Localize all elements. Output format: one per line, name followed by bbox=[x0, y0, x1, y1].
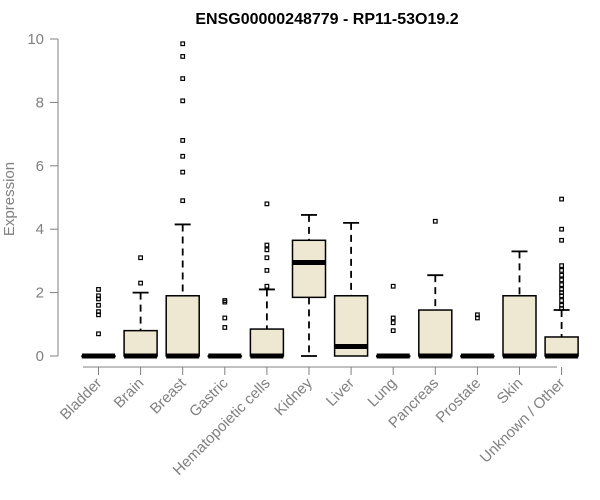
y-ticks: 0 2 4 6 8 10 bbox=[27, 31, 58, 365]
x-tick-label: Kidney bbox=[271, 374, 316, 419]
outlier-point bbox=[264, 255, 270, 261]
outlier-point bbox=[96, 293, 101, 299]
outlier-point bbox=[180, 198, 186, 204]
x-tick-label: Liver bbox=[323, 375, 358, 410]
outlier-point bbox=[390, 320, 396, 326]
outlier-point bbox=[222, 298, 228, 303]
outlier-point bbox=[180, 54, 186, 59]
box-iqr bbox=[291, 239, 327, 299]
box-group bbox=[333, 221, 369, 357]
box-group bbox=[249, 201, 285, 359]
box-group bbox=[375, 283, 411, 359]
outlier-point bbox=[559, 268, 564, 273]
outlier-point bbox=[138, 255, 144, 261]
box-group bbox=[502, 250, 537, 359]
y-tick-label: 6 bbox=[36, 158, 44, 175]
box-iqr bbox=[502, 295, 537, 357]
outlier-point bbox=[559, 302, 564, 308]
x-tick-label: Prostate bbox=[433, 375, 485, 427]
box-iqr bbox=[544, 336, 579, 357]
box-series bbox=[81, 41, 579, 359]
x-tick-label: Breast bbox=[147, 374, 190, 417]
x-tick-label: Bladder bbox=[57, 375, 106, 424]
y-tick-label: 10 bbox=[27, 31, 44, 48]
x-tick-label: Brain bbox=[111, 375, 148, 412]
box-iqr bbox=[165, 295, 200, 357]
box-group bbox=[418, 218, 453, 359]
outlier-point bbox=[559, 277, 564, 283]
outlier-point bbox=[432, 218, 438, 224]
outlier-point bbox=[264, 201, 270, 207]
outlier-point bbox=[180, 76, 186, 82]
outlier-point bbox=[138, 280, 144, 286]
y-tick-label: 2 bbox=[36, 285, 44, 302]
y-axis-label: Expression bbox=[1, 162, 18, 236]
outlier-point bbox=[222, 325, 228, 330]
outlier-point bbox=[559, 263, 564, 269]
box-group bbox=[544, 196, 579, 359]
box-group bbox=[460, 312, 495, 359]
outlier-point bbox=[475, 312, 480, 318]
x-tick-label: Skin bbox=[494, 375, 527, 408]
outlier-point bbox=[390, 315, 396, 321]
outlier-point bbox=[264, 242, 270, 248]
outlier-point bbox=[180, 153, 186, 159]
outlier-point bbox=[180, 41, 186, 47]
y-tick-label: 4 bbox=[36, 221, 44, 238]
outlier-point bbox=[559, 282, 564, 288]
outlier-point bbox=[96, 309, 101, 315]
box-iqr bbox=[249, 328, 285, 357]
outlier-point bbox=[390, 283, 396, 289]
box-group bbox=[81, 287, 116, 359]
outlier-point bbox=[96, 331, 101, 337]
outlier-point bbox=[96, 287, 101, 292]
box-iqr bbox=[123, 329, 158, 357]
outlier-point bbox=[559, 226, 564, 232]
outlier-point bbox=[180, 169, 186, 175]
outlier-point bbox=[222, 315, 228, 321]
x-tick-label: Lung bbox=[364, 375, 400, 411]
outlier-point bbox=[559, 237, 564, 243]
box-group bbox=[165, 41, 200, 359]
outlier-point bbox=[559, 287, 564, 292]
outlier-point bbox=[180, 98, 186, 104]
box-group bbox=[291, 214, 327, 357]
y-tick-label: 0 bbox=[36, 348, 44, 365]
outlier-point bbox=[96, 302, 101, 308]
outlier-point bbox=[264, 247, 270, 253]
outlier-point bbox=[180, 138, 186, 143]
box-iqr bbox=[418, 309, 453, 357]
outlier-point bbox=[264, 283, 270, 289]
outlier-point bbox=[559, 298, 564, 303]
outlier-point bbox=[390, 328, 396, 334]
box-group bbox=[123, 255, 158, 359]
outlier-point bbox=[264, 268, 270, 273]
y-tick-label: 8 bbox=[36, 94, 44, 111]
outlier-point bbox=[559, 272, 564, 278]
box-group bbox=[207, 298, 243, 359]
chart-title: ENSG00000248779 - RP11-53O19.2 bbox=[195, 11, 458, 28]
outlier-point bbox=[559, 196, 564, 202]
